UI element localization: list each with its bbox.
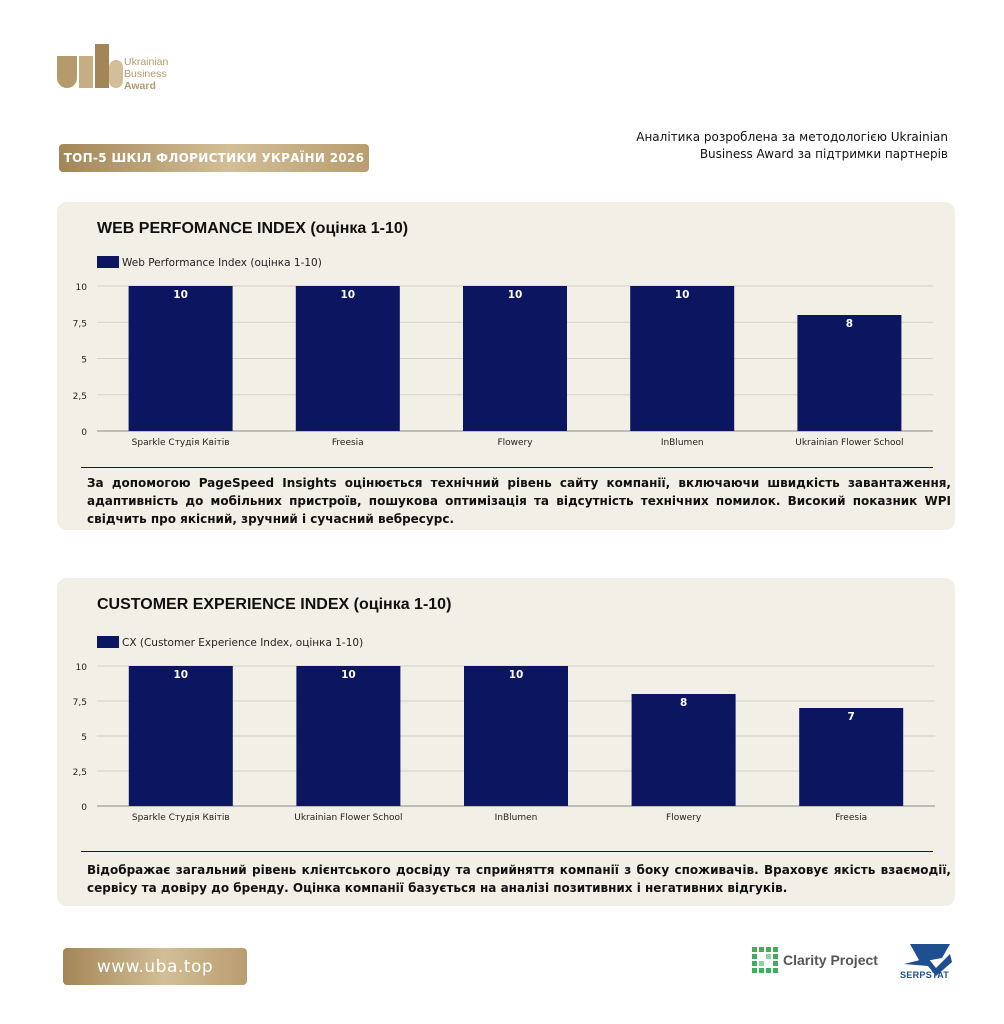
x-tick-label: Flowery [497, 438, 533, 448]
bar [799, 708, 904, 806]
wpi-card: WEB PERFOMANCE INDEX (оцінка 1-10) 0 2,5 5… [57, 202, 955, 530]
methodology-line-1: Аналітика розроблена за методологією Ukr… [636, 130, 948, 144]
bar [295, 286, 400, 431]
bar-value-label: 10 [340, 289, 355, 301]
wpi-divider [81, 467, 933, 468]
x-tick-label: Freesia [835, 813, 867, 823]
bar [631, 694, 736, 806]
x-tick-label: InBlumen [661, 438, 704, 448]
website-link[interactable]: www.uba.top [63, 948, 247, 985]
x-tick-label: Flowery [666, 813, 702, 823]
legend-swatch [97, 636, 119, 648]
bar-value-label: 10 [509, 669, 524, 681]
y-tick-label: 5 [81, 733, 87, 743]
logo-text: Ukrainian Business Award [124, 56, 168, 92]
logo-line-2: Business [124, 68, 167, 80]
methodology-note: Аналітика розроблена за методологією Ukr… [628, 129, 948, 163]
wpi-title: WEB PERFOMANCE INDEX (оцінка 1-10) [97, 220, 409, 237]
bar [463, 286, 567, 431]
x-tick-label: Ukrainian Flower School [795, 438, 903, 448]
x-tick-label: Sparkle Студія Квітів [132, 438, 230, 448]
x-tick-label: Sparkle Студія Квітів [132, 813, 230, 823]
y-tick-label: 7,5 [73, 319, 87, 329]
y-tick-label: 0 [81, 803, 87, 813]
wpi-chart: 0 2,5 5 7,5 10 Web Performance Index (оцінка … [73, 256, 933, 448]
logo-line-1: Ukrainian [124, 56, 169, 68]
y-tick-label: 2,5 [73, 392, 87, 402]
ranking-title-badge: ТОП-5 ШКІЛ ФЛОРИСТИКИ УКРАЇНИ 2026 [59, 144, 369, 172]
legend-label: CX (Customer Experience Index, оцінка 1-… [122, 637, 363, 649]
legend-swatch [97, 256, 119, 268]
bar [128, 286, 233, 431]
logo-line-3: Award [124, 80, 156, 92]
y-tick-label: 10 [76, 283, 88, 293]
bar-value-label: 8 [846, 318, 853, 330]
y-tick-label: 2,5 [73, 768, 87, 778]
x-tick-label: Ukrainian Flower School [294, 813, 402, 823]
bar [630, 286, 735, 431]
cx-chart: 0 2,5 5 7,5 10 CX (Customer Experience Index,… [73, 636, 935, 823]
serpstat-label: SERPSTAT [900, 970, 950, 980]
y-tick-label: 0 [81, 428, 87, 438]
y-tick-label: 10 [76, 663, 88, 673]
bar-value-label: 7 [848, 711, 855, 723]
clarity-project-logo: Clarity Project [752, 947, 878, 973]
cx-description: Відображає загальний рівень клієнтського… [87, 863, 951, 895]
cx-card: CUSTOMER EXPERIENCE INDEX (оцінка 1-10) … [57, 578, 955, 906]
bar [128, 666, 233, 806]
y-tick-label: 7,5 [73, 698, 87, 708]
bar-value-label: 10 [675, 289, 690, 301]
bar-value-label: 8 [680, 697, 687, 709]
x-tick-label: InBlumen [495, 813, 538, 823]
bar-value-label: 10 [173, 669, 188, 681]
bar-value-label: 10 [508, 289, 523, 301]
cx-divider [81, 851, 933, 852]
bar [464, 666, 568, 806]
clarity-grid-icon [752, 947, 778, 973]
legend-label: Web Performance Index (оцінка 1-10) [122, 257, 322, 269]
bar [296, 666, 401, 806]
serpstat-logo-icon [904, 944, 952, 976]
wpi-description: За допомогою PageSpeed Insights оцінюєть… [87, 476, 951, 526]
methodology-line-2: Business Award за підтримки партнерів [699, 147, 948, 161]
x-tick-label: Freesia [332, 438, 364, 448]
bar [797, 315, 902, 431]
y-tick-label: 5 [81, 356, 87, 366]
bar-value-label: 10 [341, 669, 356, 681]
bar-value-label: 10 [173, 289, 188, 301]
ukrainian-business-award-logo [57, 44, 123, 88]
clarity-project-label: Clarity Project [783, 952, 878, 968]
cx-title: CUSTOMER EXPERIENCE INDEX (оцінка 1-10) [97, 596, 452, 613]
